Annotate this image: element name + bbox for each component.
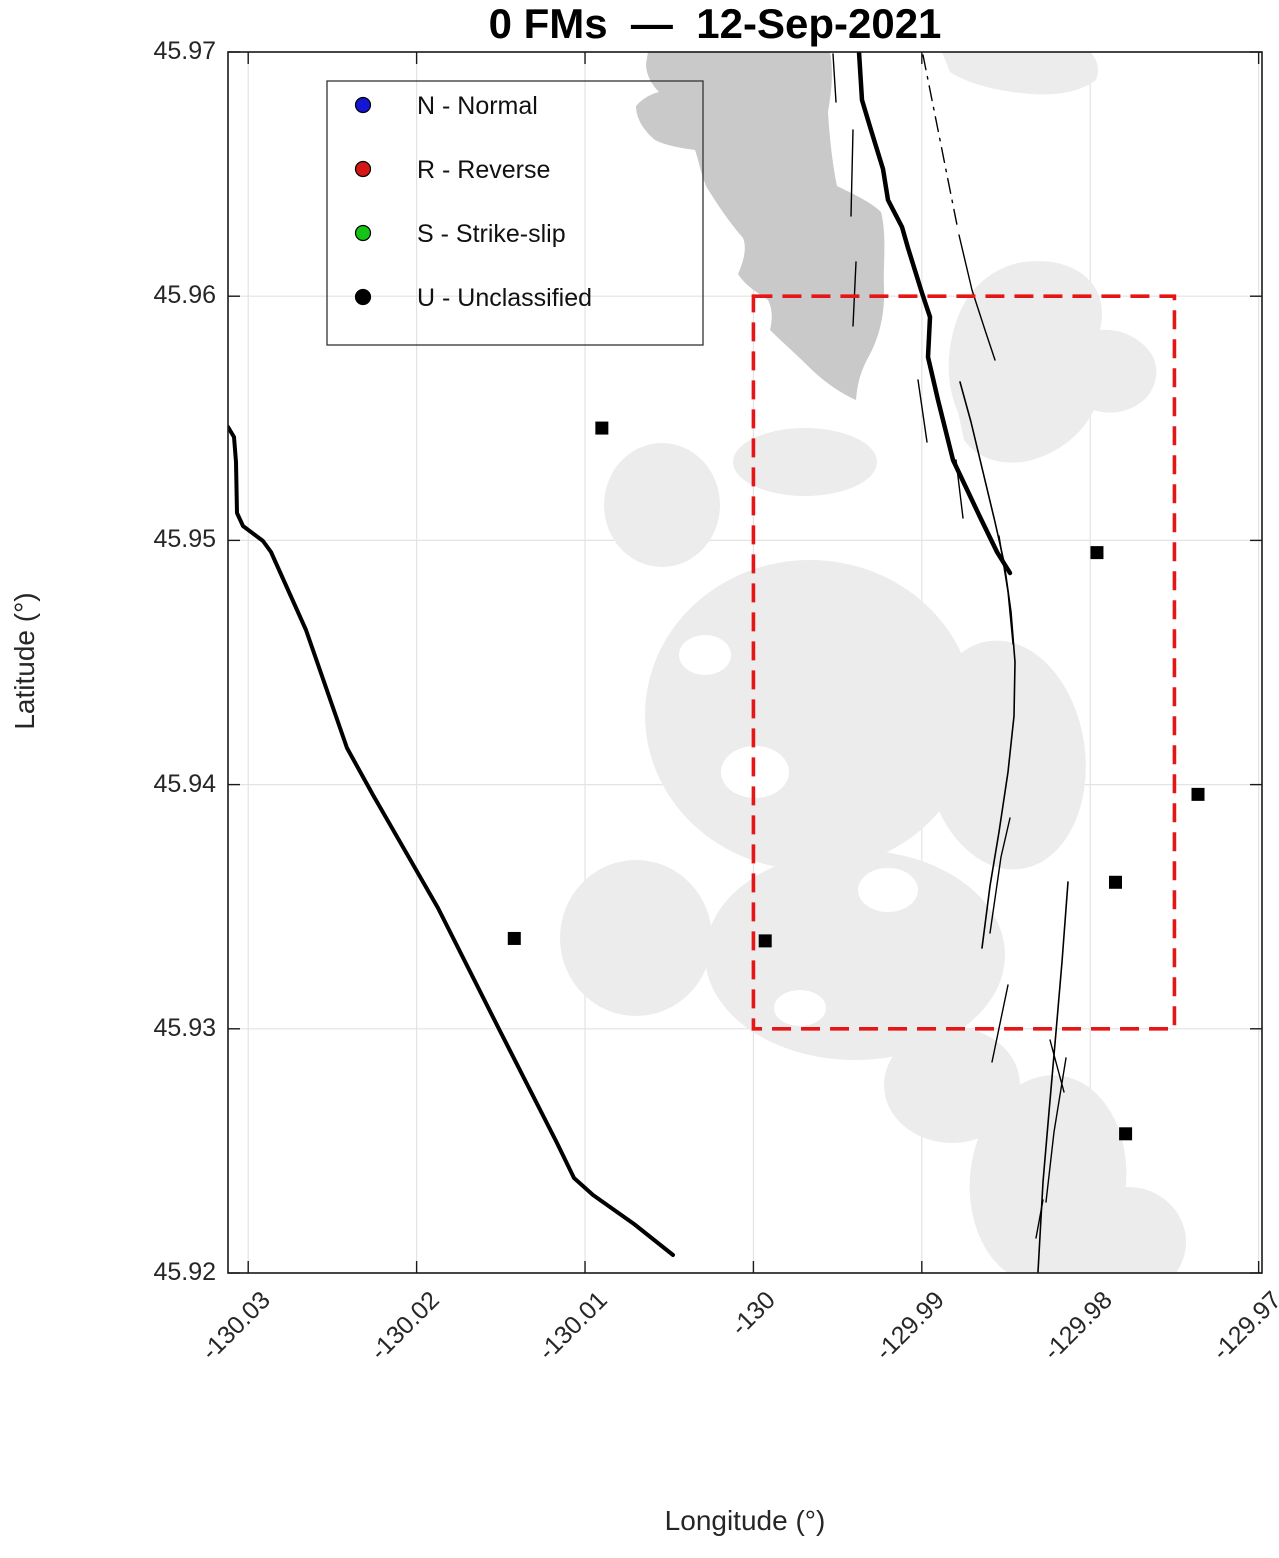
- y-tick-label: 45.92: [153, 1258, 216, 1286]
- fault-dashdot: [922, 54, 959, 231]
- fault-lines: [228, 52, 1069, 1273]
- y-tick-label: 45.95: [153, 525, 216, 554]
- bathy-hole: [774, 990, 826, 1026]
- bathy-blob: [1070, 1187, 1186, 1273]
- bathy-blob: [645, 560, 975, 870]
- map-layer: [228, 52, 1205, 1273]
- bathy-blob: [924, 640, 1086, 870]
- figure-title: 0 FMs — 12-Sep-2021: [488, 0, 942, 47]
- bathy-hole: [679, 635, 731, 675]
- fault-thin: [832, 53, 837, 103]
- y-tick-label: 45.94: [153, 769, 216, 798]
- event-marker-square: [1108, 875, 1122, 889]
- fault-thin: [991, 984, 1009, 1063]
- fault-thin: [958, 234, 996, 361]
- fault-thin: [989, 817, 1011, 934]
- event-marker-square: [1119, 1127, 1133, 1141]
- bathy-blob: [733, 428, 877, 496]
- fault-thin: [917, 379, 928, 443]
- bathy-patch-topright-blob: [948, 261, 1157, 463]
- fault-thin: [998, 535, 1014, 645]
- legend-label-u: U - Unclassified: [417, 284, 592, 312]
- legend-label-n: N - Normal: [417, 92, 538, 120]
- bathy-hole: [858, 868, 918, 912]
- fault-thin: [1035, 1199, 1044, 1239]
- fault-thick-west: [228, 425, 675, 1257]
- y-tick-label: 45.97: [153, 37, 216, 65]
- event-marker-square: [758, 934, 772, 948]
- bathy-patch-topright-strip: [942, 52, 1098, 95]
- bathy-blob: [604, 443, 720, 567]
- legend-marker-n-icon: [354, 96, 372, 114]
- event-marker-square: [1090, 546, 1104, 560]
- fault-thin: [852, 261, 857, 327]
- legend-marker-s-icon: [354, 224, 372, 242]
- fault-long-southeast: [1037, 881, 1069, 1273]
- bathymetry-light-patches: [560, 52, 1186, 1273]
- event-marker-square: [507, 931, 521, 945]
- y-tick-label: 45.93: [153, 1013, 216, 1042]
- event-marker-square: [1191, 787, 1205, 801]
- y-tick-label: 45.96: [153, 281, 216, 310]
- x-axis-label: Longitude (°): [664, 1505, 826, 1536]
- study-area-box-layer: [751, 294, 1177, 1031]
- legend-marker-u-icon: [354, 288, 372, 306]
- legend-marker-r-icon: [354, 160, 372, 178]
- bathy-blob: [884, 1027, 1020, 1143]
- legend-frame: [326, 80, 704, 346]
- plot-border: [227, 51, 1263, 1274]
- fault-thick-axial: [856, 52, 1013, 576]
- event-marker-square: [595, 421, 609, 435]
- event-markers: [507, 421, 1205, 1141]
- fault-thin: [955, 459, 964, 519]
- legend-label-r: R - Reverse: [417, 156, 550, 184]
- legend-label-s: S - Strike-slip: [417, 220, 566, 248]
- bathy-blob: [560, 860, 712, 1016]
- fault-thin: [1049, 1039, 1065, 1093]
- bathymetry-dark-island: [636, 52, 885, 400]
- fault-thin: [850, 129, 854, 217]
- legend: N - Normal R - Reverse S - Strike-slip U - …: [326, 80, 704, 346]
- study-area-box: [751, 294, 1177, 1031]
